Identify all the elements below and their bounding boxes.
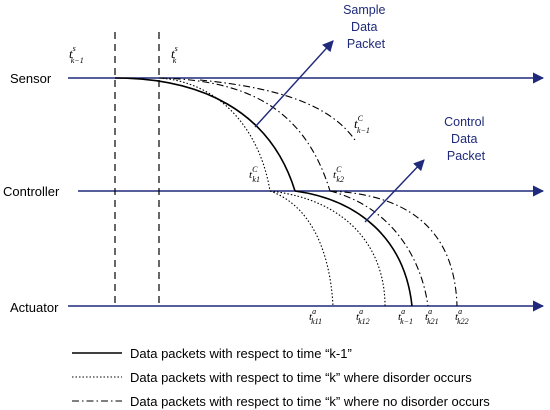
time-label-actuator-k11: ta k11 <box>309 307 322 326</box>
curve-k-no-disorder-controller-to-actuator-1 <box>329 190 429 307</box>
curve-k-disorder-controller-to-actuator-2 <box>269 190 386 307</box>
time-label-controller-k1: tC k1 <box>249 165 260 184</box>
controller-label: Controller <box>3 184 60 199</box>
time-label-actuator-k22: ta k22 <box>455 307 469 326</box>
time-label-sensor-k-minus-1: ts k−1 <box>69 44 84 65</box>
curve-k-minus-1-sensor-to-controller <box>114 77 296 192</box>
sample-data-packet-label: Sample Data Packet <box>343 3 389 51</box>
time-label-sensor-k: ts k <box>171 44 178 65</box>
actuator-label: Actuator <box>10 300 59 315</box>
curve-k-disorder-controller-to-actuator-1 <box>269 190 334 307</box>
time-label-controller-k2: tC k2 <box>333 165 344 184</box>
curve-k-disorder-sensor-to-controller <box>158 77 271 192</box>
curve-k-minus-1-controller-to-actuator <box>294 190 413 307</box>
legend-label-dotted: Data packets with respect to time “k” wh… <box>130 370 472 385</box>
time-label-actuator-k21: ta k21 <box>425 307 439 326</box>
curve-k-no-disorder-sensor-to-controller <box>158 77 331 192</box>
time-label-controller-k-minus-1: tC k−1 <box>354 114 370 135</box>
sensor-label: Sensor <box>10 71 52 86</box>
time-label-actuator-k-minus-1: ta k−1 <box>398 307 413 326</box>
control-data-packet-label: Control Data Packet <box>444 115 488 163</box>
legend-label-dashdot: Data packets with respect to time “k” wh… <box>130 394 490 409</box>
legend-label-solid: Data packets with respect to time “k-1” <box>130 346 352 361</box>
legend: Data packets with respect to time “k-1” … <box>72 346 490 409</box>
curve-k-no-disorder-controller-to-actuator-2 <box>329 190 458 307</box>
control-data-packet-callout-arrow <box>364 159 425 223</box>
time-label-actuator-k12: ta k12 <box>356 307 370 326</box>
curve-k-no-disorder-sensor-branch <box>199 79 356 141</box>
sample-data-packet-callout-arrow <box>254 40 334 128</box>
